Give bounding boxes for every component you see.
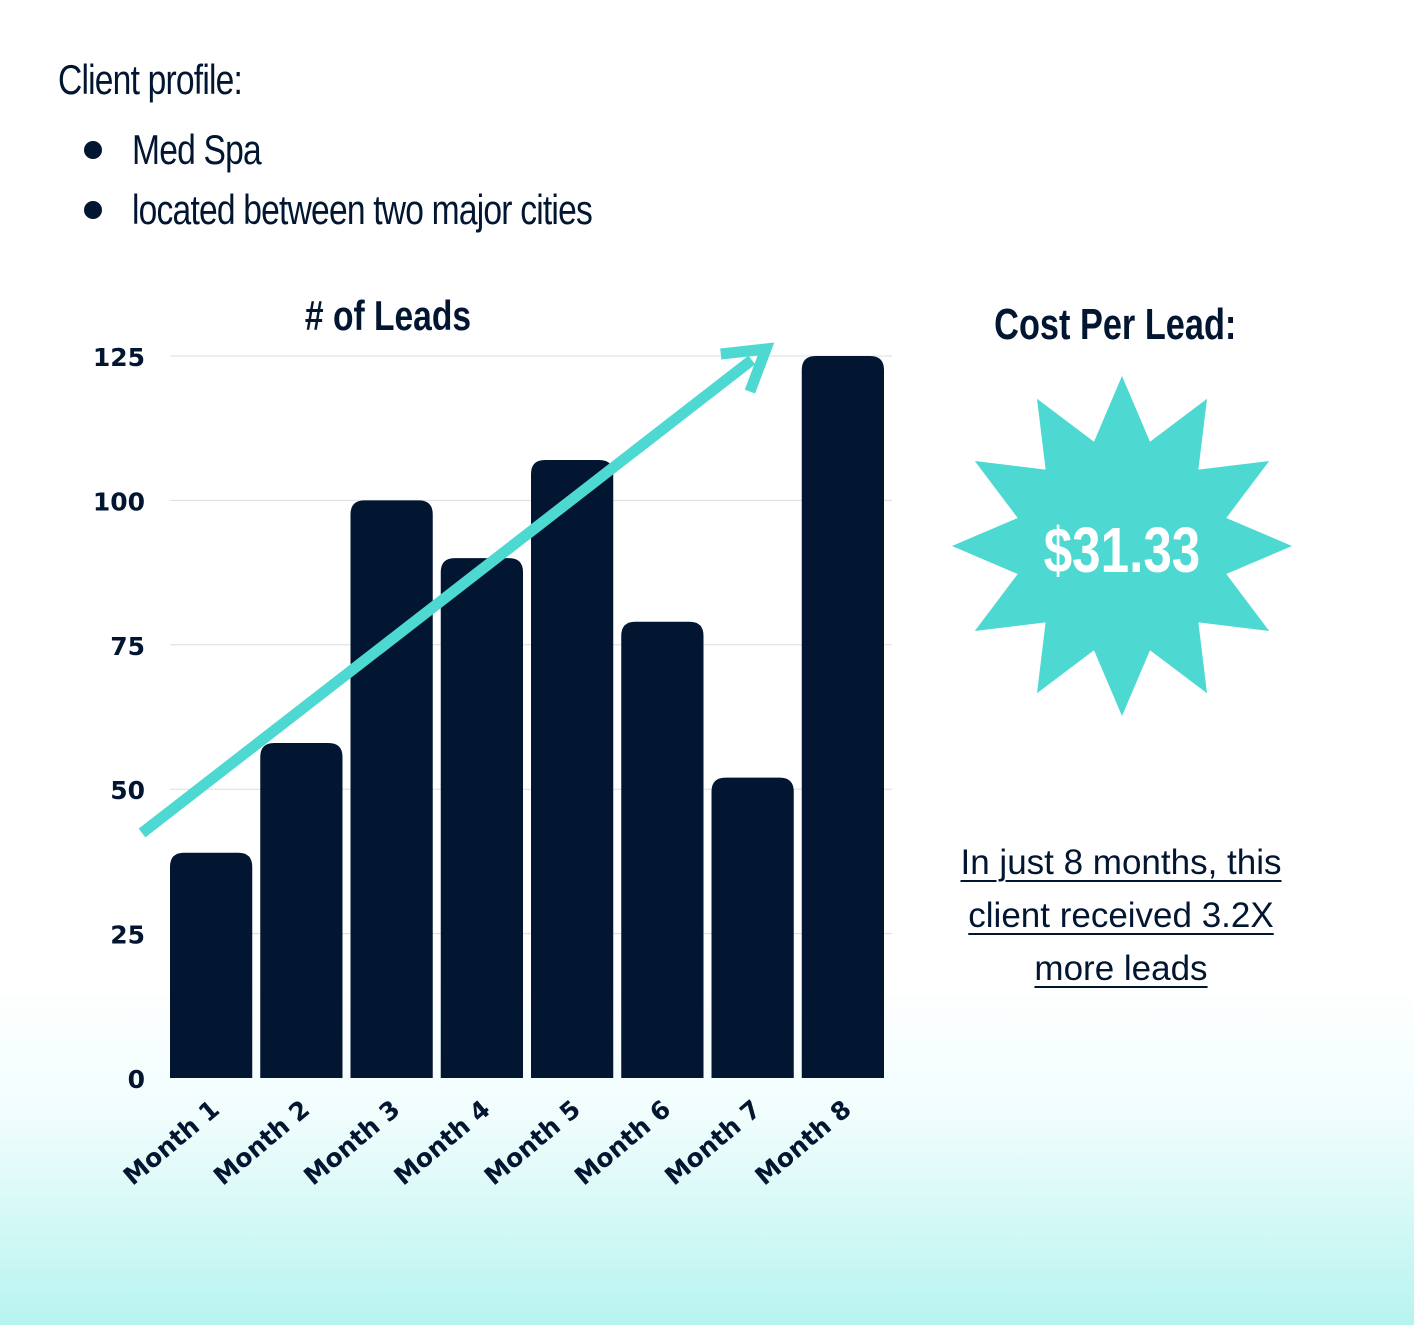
- profile-bullet-2: located between two major cities: [132, 186, 593, 233]
- result-caption: In just 8 months, this client received 3…: [960, 843, 1282, 988]
- x-tick-label: Month 4: [388, 1094, 495, 1191]
- starburst-icon: [952, 376, 1292, 716]
- list-item: Med Spa: [84, 120, 707, 180]
- starburst-badge: $31.33: [952, 376, 1292, 716]
- profile-heading: Client profile:: [58, 56, 243, 103]
- x-tick-label: Month 3: [298, 1094, 405, 1191]
- profile-list: Med Spa located between two major cities: [84, 120, 707, 240]
- cost-per-lead-title: Cost Per Lead:: [994, 300, 1237, 349]
- bar-month-3: [350, 500, 433, 1078]
- bar-month-8: [801, 356, 884, 1078]
- x-tick-label: Month 6: [569, 1094, 676, 1191]
- bar-month-2: [260, 742, 343, 1078]
- y-tick-label: 50: [110, 776, 145, 805]
- x-tick-label: Month 5: [479, 1094, 586, 1191]
- y-tick-label: 0: [128, 1065, 145, 1094]
- bar-month-6: [621, 621, 704, 1078]
- bar-month-4: [440, 558, 523, 1078]
- bar-month-1: [170, 852, 253, 1078]
- profile-bullet-1: Med Spa: [132, 126, 262, 173]
- bar-month-7: [711, 777, 794, 1078]
- y-tick-label: 25: [110, 921, 145, 950]
- x-tick-label: Month 8: [749, 1094, 856, 1191]
- bar-month-5: [531, 459, 614, 1078]
- cost-per-lead-value: $31.33: [1044, 516, 1201, 587]
- list-item: located between two major cities: [84, 180, 707, 240]
- bullet-icon: [84, 201, 102, 219]
- x-tick-label: Month 1: [118, 1094, 225, 1191]
- x-tick-label: Month 2: [208, 1094, 315, 1191]
- bullet-icon: [84, 141, 102, 159]
- chart-title: # of Leads: [305, 294, 471, 340]
- y-tick-label: 75: [110, 632, 145, 661]
- y-tick-label: 100: [93, 487, 145, 516]
- y-tick-label: 125: [93, 343, 145, 372]
- x-tick-label: Month 7: [659, 1094, 766, 1191]
- trend-arrow-icon: [138, 342, 775, 838]
